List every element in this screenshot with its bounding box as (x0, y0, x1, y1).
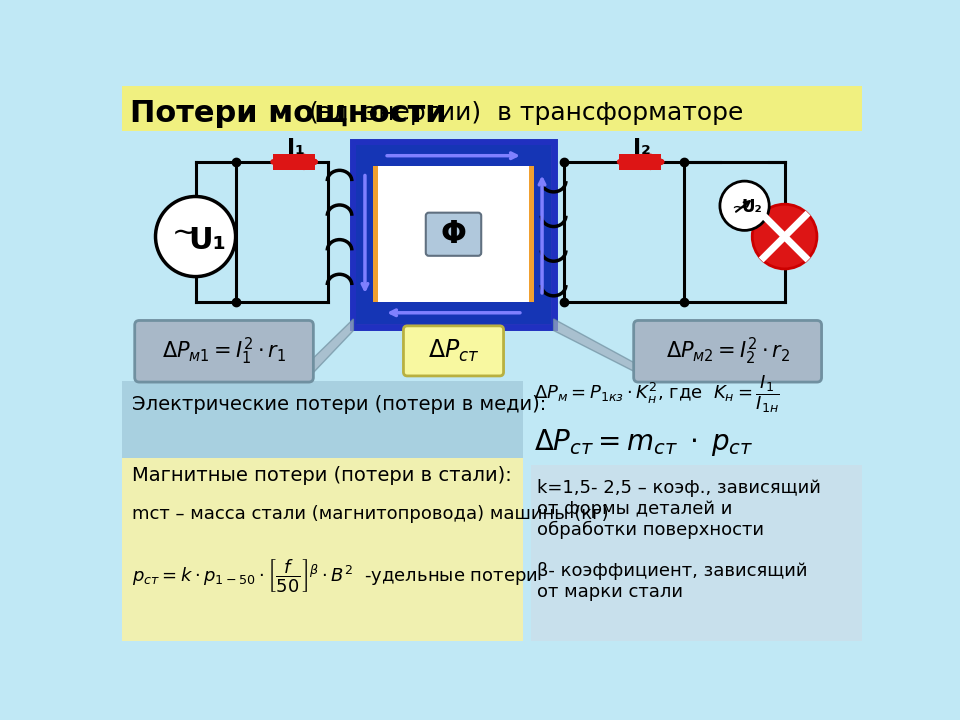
Text: $\Delta P_{ст}$: $\Delta P_{ст}$ (428, 338, 479, 364)
Text: I₁: I₁ (287, 138, 304, 158)
Text: k=1,5- 2,5 – коэф., зависящий
от формы деталей и
обработки поверхности: k=1,5- 2,5 – коэф., зависящий от формы д… (537, 479, 821, 539)
Text: Потери мощности: Потери мощности (131, 99, 446, 128)
Bar (619, 154, 661, 169)
FancyBboxPatch shape (134, 320, 313, 382)
Bar (356, 145, 550, 166)
Text: Магнитные потери (потери в стали):: Магнитные потери (потери в стали): (132, 466, 512, 485)
FancyBboxPatch shape (426, 212, 481, 256)
Text: (эл. энергии)  в трансформаторе: (эл. энергии) в трансформаторе (301, 102, 743, 125)
Text: $p_{ст} = k \cdot p_{1-50} \cdot \left[\dfrac{f}{50}\right]^\beta \cdot B^2$  -у: $p_{ст} = k \cdot p_{1-50} \cdot \left[\… (132, 557, 538, 594)
Text: U₁: U₁ (188, 226, 227, 255)
Text: mст – масса стали (магнитопровода) машины (кг): mст – масса стали (магнитопровода) машин… (132, 505, 609, 523)
Bar (356, 145, 373, 323)
Bar (534, 145, 550, 323)
Text: U₂: U₂ (742, 198, 762, 216)
Text: $\Delta P_{м2} = I_2^2 \cdot r_2$: $\Delta P_{м2} = I_2^2 \cdot r_2$ (665, 336, 790, 367)
Bar (531, 465, 861, 641)
FancyBboxPatch shape (634, 320, 822, 382)
Text: $\Delta P_{ст} = m_{ст} \;\cdot\; p_{ст}$: $\Delta P_{ст} = m_{ст} \;\cdot\; p_{ст}… (535, 427, 754, 458)
Text: ~: ~ (731, 198, 746, 216)
Text: ~: ~ (172, 218, 198, 247)
Text: Электрические потери (потери в меди):: Электрические потери (потери в меди): (132, 395, 546, 414)
Bar (378, 166, 529, 302)
Text: β- коэффициент, зависящий
от марки стали: β- коэффициент, зависящий от марки стали (537, 562, 807, 601)
Bar (273, 154, 315, 169)
Text: $\Delta P_м = P_{1кз} \cdot K_н^2$, где  $K_н = \dfrac{I_1}{I_{1н}}$: $\Delta P_м = P_{1кз} \cdot K_н^2$, где … (535, 374, 780, 415)
Bar (353, 142, 554, 327)
Text: Φ: Φ (441, 220, 467, 248)
Polygon shape (554, 319, 661, 377)
Polygon shape (294, 319, 353, 377)
Polygon shape (445, 327, 461, 330)
Text: I₂: I₂ (634, 138, 651, 158)
Bar (123, 382, 523, 459)
Circle shape (753, 204, 817, 269)
FancyBboxPatch shape (403, 326, 504, 376)
Circle shape (720, 181, 769, 230)
Text: $\Delta P_{м1} = I_1^2 \cdot r_1$: $\Delta P_{м1} = I_1^2 \cdot r_1$ (162, 336, 286, 367)
Bar (123, 86, 861, 131)
Bar (123, 459, 523, 641)
Bar (123, 131, 861, 382)
Bar (356, 302, 550, 323)
Circle shape (156, 197, 235, 276)
